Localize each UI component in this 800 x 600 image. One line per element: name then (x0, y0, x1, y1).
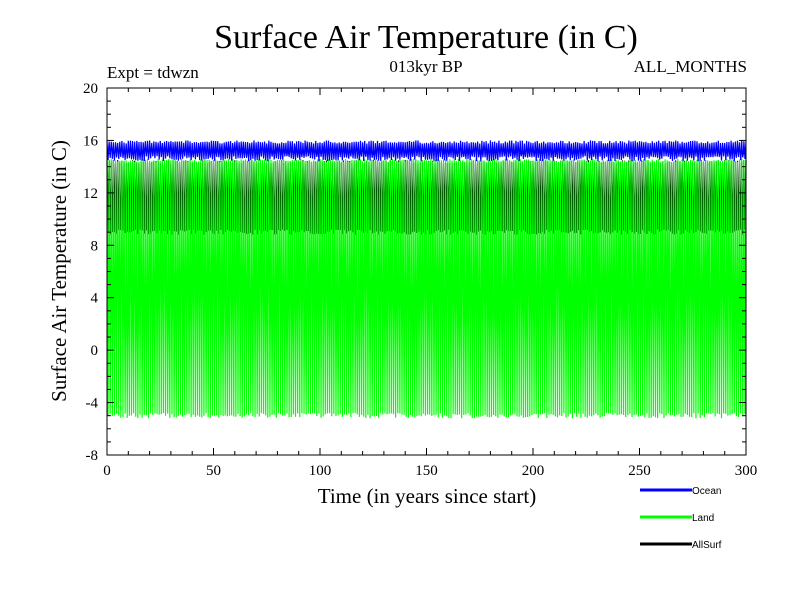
subtitle-left: Expt = tdwzn (107, 63, 199, 82)
subtitle-right: ALL_MONTHS (634, 57, 747, 76)
y-axis-label: Surface Air Temperature (in C) (47, 140, 71, 402)
x-axis-label: Time (in years since start) (318, 484, 537, 508)
y-tick-label: 8 (91, 238, 99, 254)
series-line-land (106, 158, 747, 419)
legend-label-land: Land (692, 513, 714, 524)
x-tick-label: 200 (522, 463, 545, 479)
x-tick-label: 50 (206, 463, 221, 479)
chart-title: Surface Air Temperature (in C) (214, 19, 638, 56)
plot-data-group (106, 140, 747, 419)
legend-label-allsurf: AllSurf (692, 540, 722, 551)
axis-tick-labels: 0 50 100 150 200 250 300 -8 -4 0 4 8 12 16 20 (83, 81, 757, 479)
series-line-ocean (106, 140, 747, 162)
x-tick-label: 150 (415, 463, 438, 479)
subtitle-center: 013kyr BP (389, 57, 462, 76)
y-tick-label: 12 (83, 186, 98, 202)
legend: Ocean Land AllSurf (640, 486, 722, 551)
x-tick-label: 250 (628, 463, 651, 479)
y-tick-label: 20 (83, 81, 98, 97)
axis-ticks (106, 87, 747, 456)
y-tick-label: -8 (86, 448, 99, 464)
y-tick-label: 0 (91, 343, 99, 359)
x-tick-label: 300 (735, 463, 758, 479)
legend-label-ocean: Ocean (692, 486, 721, 497)
y-tick-label: 16 (83, 133, 99, 149)
y-tick-label: 4 (91, 291, 99, 307)
x-tick-label: 100 (309, 463, 332, 479)
x-tick-label: 0 (103, 463, 111, 479)
y-tick-label: -4 (86, 396, 99, 412)
